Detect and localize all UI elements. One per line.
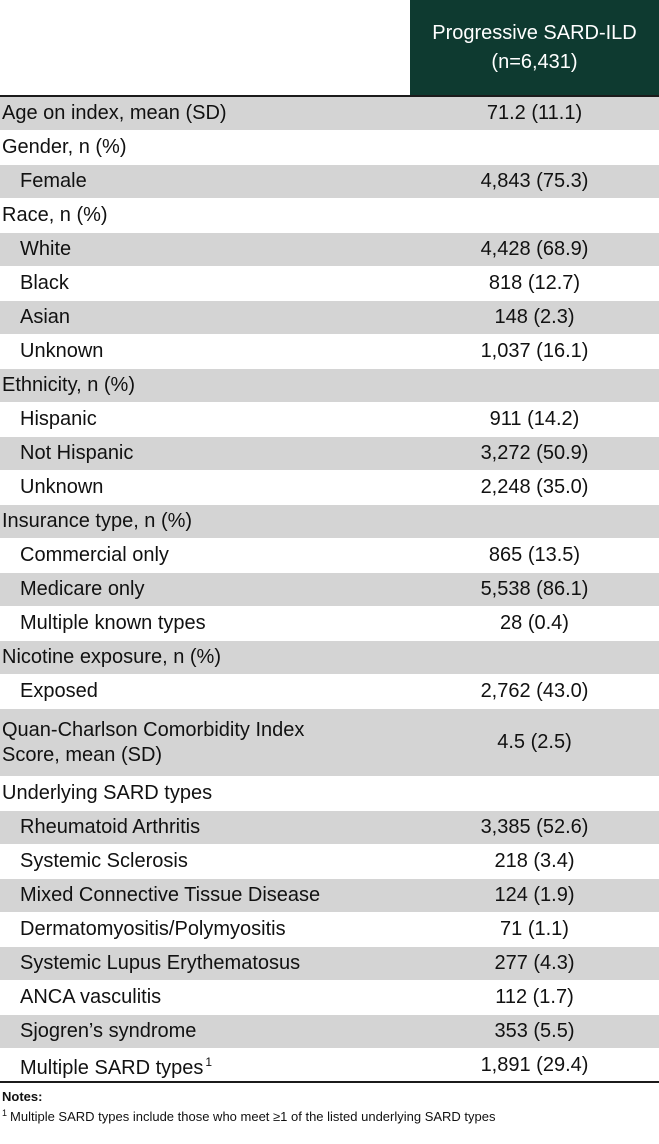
table-row: Female 4,843 (75.3) (0, 165, 659, 199)
table-row: Age on index, mean (SD) 71.2 (11.1) (0, 97, 659, 131)
row-label: Female (20, 170, 87, 192)
table-row: ANCA vasculitis 112 (1.7) (0, 981, 659, 1015)
footnote-1-marker: 1 (2, 1108, 8, 1118)
row-label: Race, n (%) (2, 204, 108, 226)
row-label: Not Hispanic (20, 442, 134, 464)
row-label: Commercial only (20, 544, 169, 566)
row-value: 3,385 (52.6) (480, 816, 589, 838)
row-value: 124 (1.9) (494, 884, 575, 906)
table-row: Nicotine exposure, n (%) (0, 641, 659, 675)
row-label: Nicotine exposure, n (%) (2, 646, 221, 668)
row-label-text: Multiple SARD types (20, 1056, 204, 1079)
row-value: 1,037 (16.1) (480, 340, 589, 362)
table-row: Hispanic 911 (14.2) (0, 403, 659, 437)
table-row: Insurance type, n (%) (0, 505, 659, 539)
table-row: Systemic Lupus Erythematosus 277 (4.3) (0, 947, 659, 981)
table-row: Gender, n (%) (0, 131, 659, 165)
notes-title: Notes: (2, 1089, 43, 1104)
row-value: 2,762 (43.0) (480, 680, 589, 702)
row-label: Rheumatoid Arthritis (20, 816, 201, 838)
row-label: Unknown (20, 340, 104, 362)
row-label-line: Quan-Charlson Comorbidity Index (2, 718, 305, 741)
row-label: Black (20, 272, 69, 294)
table-row: Unknown 1,037 (16.1) (0, 335, 659, 369)
cohort-name: Progressive SARD-ILD (432, 21, 637, 44)
table-row: Medicare only 5,538 (86.1) (0, 573, 659, 607)
table-row: Commercial only 865 (13.5) (0, 539, 659, 573)
row-label: ANCA vasculitis (20, 986, 162, 1008)
baseline-characteristics-table: Progressive SARD-ILD (n=6,431) Age on in… (0, 0, 659, 1083)
row-label: Systemic Lupus Erythematosus (20, 952, 301, 974)
table-row: Unknown 2,248 (35.0) (0, 471, 659, 505)
row-label: Multiple known types (20, 612, 206, 634)
row-label: Gender, n (%) (2, 136, 127, 158)
table-row: Race, n (%) (0, 199, 659, 233)
row-label: Mixed Connective Tissue Disease (20, 884, 321, 906)
row-value: 2,248 (35.0) (480, 476, 589, 498)
row-label: Sjogren’s syndrome (20, 1020, 197, 1042)
table-row: Ethnicity, n (%) (0, 369, 659, 403)
row-label: Systemic Sclerosis (20, 850, 188, 872)
table-row: Multiple SARD types 1 1,891 (29.4) (0, 1049, 659, 1083)
row-label: Hispanic (20, 408, 97, 430)
footnote-1: 1 Multiple SARD types include those who m… (2, 1108, 496, 1124)
header-blank-cell (0, 0, 410, 95)
row-label: Age on index, mean (SD) (2, 102, 227, 124)
row-value: 4.5 (2.5) (497, 731, 572, 753)
row-value: 71 (1.1) (500, 918, 569, 940)
table-row: Asian 148 (2.3) (0, 301, 659, 335)
row-label: Multiple SARD types 1 (0, 1050, 410, 1081)
row-label: Dermatomyositis/Polymyositis (20, 918, 286, 940)
row-value: 4,843 (75.3) (480, 170, 589, 192)
row-label: White (20, 238, 72, 260)
table-row: Quan-Charlson Comorbidity Index Score, m… (0, 709, 659, 777)
row-label: Unknown (20, 476, 104, 498)
row-label-line: Score, mean (SD) (2, 743, 163, 766)
row-value: 71.2 (11.1) (486, 102, 583, 124)
table-row: Rheumatoid Arthritis 3,385 (52.6) (0, 811, 659, 845)
table-header: Progressive SARD-ILD (n=6,431) (0, 0, 659, 97)
row-value: 112 (1.7) (495, 986, 574, 1008)
row-label: Asian (20, 306, 71, 328)
row-value: 865 (13.5) (488, 544, 581, 566)
table-notes: Notes: 1 Multiple SARD types include thos… (2, 1088, 657, 1125)
table-row: Multiple known types 28 (0.4) (0, 607, 659, 641)
row-label: Exposed (20, 680, 98, 702)
header-cohort-cell: Progressive SARD-ILD (n=6,431) (410, 0, 659, 95)
footnote-1-text: Multiple SARD types include those who me… (10, 1109, 496, 1124)
row-value: 277 (4.3) (494, 952, 575, 974)
table-row: Systemic Sclerosis 218 (3.4) (0, 845, 659, 879)
row-label: Underlying SARD types (2, 782, 213, 804)
row-value: 1,891 (29.4) (480, 1053, 589, 1076)
row-value: 3,272 (50.9) (480, 442, 589, 464)
row-value: 911 (14.2) (489, 408, 580, 430)
footnote-marker: 1 (205, 1054, 213, 1069)
table-row: Exposed 2,762 (43.0) (0, 675, 659, 709)
row-label: Insurance type, n (%) (2, 510, 193, 532)
row-label: Medicare only (20, 578, 145, 600)
row-label: Ethnicity, n (%) (2, 374, 135, 396)
table-row: Not Hispanic 3,272 (50.9) (0, 437, 659, 471)
row-label: Quan-Charlson Comorbidity Index Score, m… (0, 718, 410, 768)
row-value: 218 (3.4) (494, 850, 575, 872)
cohort-count: (n=6,431) (491, 50, 578, 73)
row-value: 28 (0.4) (500, 612, 569, 634)
row-value: 148 (2.3) (494, 306, 575, 328)
row-value: 818 (12.7) (488, 272, 581, 294)
table-row: Underlying SARD types (0, 777, 659, 811)
table-row: Sjogren’s syndrome 353 (5.5) (0, 1015, 659, 1049)
table-row: Dermatomyositis/Polymyositis 71 (1.1) (0, 913, 659, 947)
table-row: White 4,428 (68.9) (0, 233, 659, 267)
row-value: 353 (5.5) (494, 1020, 575, 1042)
table-row: Mixed Connective Tissue Disease 124 (1.9… (0, 879, 659, 913)
row-value: 4,428 (68.9) (480, 238, 589, 260)
row-value: 5,538 (86.1) (480, 578, 589, 600)
table-row: Black 818 (12.7) (0, 267, 659, 301)
